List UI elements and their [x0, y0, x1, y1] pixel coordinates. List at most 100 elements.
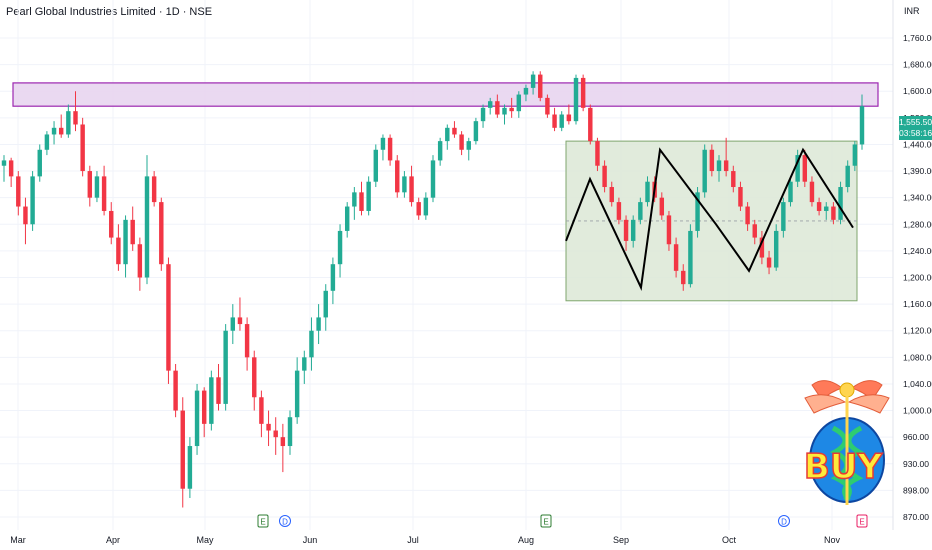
candle-body: [638, 202, 643, 220]
candle-body: [824, 206, 829, 211]
time-tick-label: Jun: [303, 535, 318, 545]
candle-body: [688, 230, 693, 285]
candle-body: [695, 192, 700, 231]
candle-body: [530, 74, 536, 88]
price-tick-label: 1,680.00: [903, 60, 932, 70]
candle-body: [8, 160, 14, 177]
candle-body: [166, 264, 171, 371]
candle-body: [495, 101, 500, 115]
candle-body: [673, 244, 679, 271]
candle-body: [487, 101, 493, 108]
candle-body: [509, 107, 514, 112]
candle-body: [466, 141, 471, 150]
candle-body: [573, 77, 579, 122]
candle-body: [237, 317, 243, 325]
svg-text:E: E: [543, 518, 548, 527]
currency-label[interactable]: INR: [904, 6, 920, 16]
candle-body: [1, 160, 7, 166]
candle-body: [302, 357, 307, 371]
candle-body: [30, 176, 35, 225]
price-tick-label: 1,280.00: [903, 219, 932, 229]
candle-body: [187, 446, 193, 489]
candle-body: [759, 237, 765, 258]
candle-body: [831, 206, 836, 220]
candle-body: [580, 77, 586, 108]
candle-body: [216, 377, 221, 404]
time-axis[interactable]: Mar Apr May Jun Jul Aug Sep Oct Nov: [10, 535, 840, 545]
candle-body: [659, 197, 665, 216]
candle-body: [80, 124, 85, 172]
candle-body: [287, 417, 293, 447]
candle-body: [144, 176, 150, 278]
candle-body: [602, 165, 607, 188]
candle-body: [523, 87, 529, 95]
price-tick-label: 898.00: [903, 485, 929, 495]
chart-title: Pearl Global Industries Limited · 1D · N…: [6, 6, 213, 18]
candle-body: [123, 219, 128, 265]
candle-body: [16, 176, 21, 207]
candle-body: [201, 390, 207, 424]
candle-body: [859, 106, 865, 145]
candle-body: [130, 219, 135, 245]
svg-text:D: D: [781, 518, 787, 527]
caduceus-globe-icon: [804, 380, 890, 505]
candle-body: [223, 330, 228, 404]
candle-body: [795, 155, 800, 182]
candle-body: [337, 230, 343, 265]
candle-body: [159, 202, 164, 265]
candle-body: [259, 397, 264, 424]
candle-body: [645, 181, 650, 203]
candle-body: [137, 244, 143, 278]
price-tick-label: 1,240.00: [903, 246, 932, 256]
candle-body: [323, 290, 328, 318]
candle-body: [73, 111, 78, 125]
candle-body: [816, 202, 822, 211]
svg-text:E: E: [859, 518, 864, 527]
candle-body: [738, 187, 743, 207]
price-tick-label: 1,440.00: [903, 139, 932, 149]
candle-body: [180, 410, 185, 489]
candle-body: [838, 187, 843, 220]
candle-body: [809, 181, 815, 203]
candle-body: [101, 176, 107, 211]
candle-body: [316, 317, 321, 331]
time-tick-label: Mar: [10, 535, 26, 545]
candle-body: [480, 107, 486, 122]
candle-body: [151, 176, 157, 203]
time-tick-label: Oct: [722, 535, 737, 545]
candle-body: [309, 330, 314, 358]
candle-body: [552, 114, 557, 128]
zigzag-line: [565, 147, 854, 291]
candle-body: [459, 134, 464, 150]
candle-body: [566, 114, 572, 122]
price-axis[interactable]: 1,760.001,680.001,600.001,520.001,440.00…: [903, 33, 932, 522]
candle-body: [445, 127, 450, 142]
candle-body: [538, 74, 543, 98]
earnings-marker: E: [540, 514, 552, 528]
candle-body: [173, 370, 178, 411]
candle-body: [773, 230, 779, 268]
candle-body: [752, 224, 757, 238]
bar-countdown: 03:58:16: [899, 128, 932, 138]
candle-body: [359, 192, 364, 211]
candle-body: [373, 149, 379, 182]
candle-body: [616, 202, 622, 220]
price-tick-label: 1,080.00: [903, 352, 932, 362]
time-tick-label: Apr: [106, 535, 120, 545]
candle-body: [344, 206, 350, 231]
candle-body: [423, 197, 429, 216]
candle-body: [437, 141, 443, 161]
last-price-tag: 1,555.50 03:58:16: [899, 116, 932, 140]
time-tick-label: Nov: [824, 535, 841, 545]
candle-body: [44, 134, 50, 150]
price-tick-label: 1,120.00: [903, 326, 932, 336]
candle-body: [209, 377, 214, 424]
candle-body: [252, 357, 257, 398]
candle-body: [473, 121, 479, 142]
candle-body: [852, 144, 858, 166]
candle-body: [244, 324, 250, 358]
candle-body: [731, 171, 736, 188]
candle-body: [352, 192, 357, 207]
candle-body: [380, 137, 386, 150]
